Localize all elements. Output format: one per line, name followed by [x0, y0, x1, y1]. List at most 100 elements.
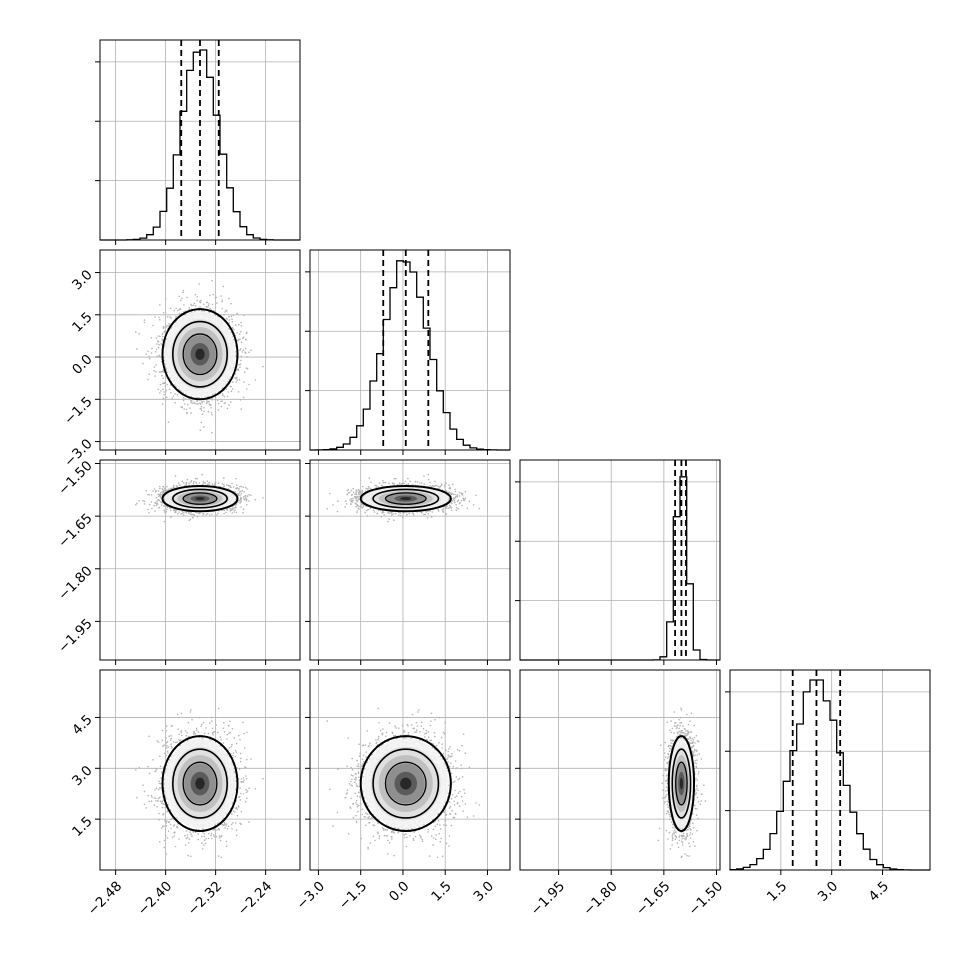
scatter-point	[203, 303, 205, 306]
scatter-point	[244, 486, 247, 489]
scatter-point	[197, 512, 199, 514]
scatter-point	[166, 396, 168, 399]
scatter-point	[165, 511, 168, 513]
scatter-point	[147, 493, 149, 496]
scatter-point	[195, 482, 198, 484]
scatter-point	[208, 403, 211, 405]
scatter-point	[193, 514, 196, 517]
scatter-point	[244, 495, 246, 498]
scatter-point	[209, 294, 211, 297]
scatter-point	[181, 297, 183, 300]
scatter-point	[208, 400, 210, 403]
scatter-point	[226, 395, 229, 398]
scatter-point	[232, 327, 234, 330]
scatter-point	[238, 489, 240, 491]
scatter-point	[242, 486, 245, 489]
scatter-point	[242, 336, 245, 339]
scatter-point	[153, 366, 156, 368]
scatter-point	[160, 504, 163, 506]
scatter-point	[185, 408, 188, 411]
scatter-point	[162, 397, 165, 400]
scatter-point	[200, 409, 203, 412]
scatter-point	[233, 511, 235, 513]
scatter-point	[159, 487, 161, 490]
scatter-point	[231, 318, 233, 321]
scatter-point	[181, 406, 183, 408]
scatter-point	[210, 412, 213, 414]
scatter-point	[194, 402, 196, 405]
y-tick-label: 0.0	[69, 351, 96, 378]
scatter-point	[170, 317, 172, 319]
scatter-point	[203, 426, 205, 428]
scatter-point	[206, 396, 208, 398]
scatter-point	[228, 404, 230, 406]
scatter-point	[239, 366, 241, 368]
scatter-point	[239, 494, 241, 497]
scatter-point	[243, 499, 246, 501]
scatter-point	[201, 400, 203, 403]
scatter-point	[158, 392, 161, 394]
scatter-point	[207, 304, 210, 307]
scatter-point	[239, 399, 242, 401]
scatter-point	[254, 379, 257, 381]
panel-1-1	[305, 249, 511, 455]
scatter-point	[217, 402, 220, 405]
scatter-point	[235, 511, 238, 514]
scatter-point	[184, 397, 187, 400]
scatter-point	[166, 316, 169, 318]
scatter-point	[150, 494, 153, 496]
scatter-point	[205, 514, 208, 516]
scatter-point	[237, 493, 239, 496]
scatter-point	[240, 325, 243, 327]
scatter-point	[238, 338, 240, 341]
scatter-point	[225, 317, 228, 320]
scatter-point	[217, 409, 220, 411]
scatter-point	[157, 346, 160, 349]
scatter-point	[163, 391, 165, 393]
scatter-point	[242, 396, 245, 399]
scatter-point	[231, 321, 234, 323]
scatter-point	[245, 332, 248, 335]
scatter-point	[196, 296, 199, 298]
scatter-point	[172, 395, 175, 397]
scatter-point	[150, 337, 153, 339]
y-tick-label: −1.65	[55, 510, 96, 551]
scatter-point	[181, 480, 184, 483]
scatter-point	[192, 304, 195, 307]
scatter-point	[231, 512, 233, 514]
scatter-point	[225, 388, 228, 390]
scatter-point	[188, 482, 190, 484]
scatter-point	[230, 302, 232, 305]
scatter-point	[162, 370, 164, 372]
scatter-point	[157, 388, 160, 391]
scatter-point	[223, 483, 225, 486]
scatter-point	[202, 482, 205, 484]
scatter-point	[198, 283, 200, 285]
scatter-point	[160, 390, 162, 392]
scatter-point	[224, 311, 226, 313]
scatter-point	[165, 326, 167, 328]
scatter-point	[161, 338, 163, 340]
scatter-point	[178, 295, 180, 298]
scatter-point	[199, 306, 201, 308]
scatter-point	[176, 309, 179, 312]
scatter-point	[156, 355, 158, 358]
scatter-point	[187, 403, 189, 406]
scatter-point	[161, 374, 163, 377]
scatter-point	[159, 318, 161, 321]
scatter-point	[205, 402, 208, 404]
scatter-point	[190, 400, 193, 402]
scatter-point	[142, 362, 144, 365]
scatter-point	[223, 314, 225, 316]
scatter-point	[138, 332, 140, 335]
scatter-point	[240, 493, 243, 495]
scatter-point	[240, 355, 243, 358]
scatter-point	[156, 503, 159, 505]
scatter-point	[226, 484, 228, 486]
scatter-point	[159, 492, 162, 494]
scatter-point	[229, 509, 232, 512]
scatter-point	[203, 410, 205, 413]
scatter-point	[200, 406, 203, 408]
scatter-point	[156, 340, 159, 343]
scatter-point	[240, 485, 243, 488]
